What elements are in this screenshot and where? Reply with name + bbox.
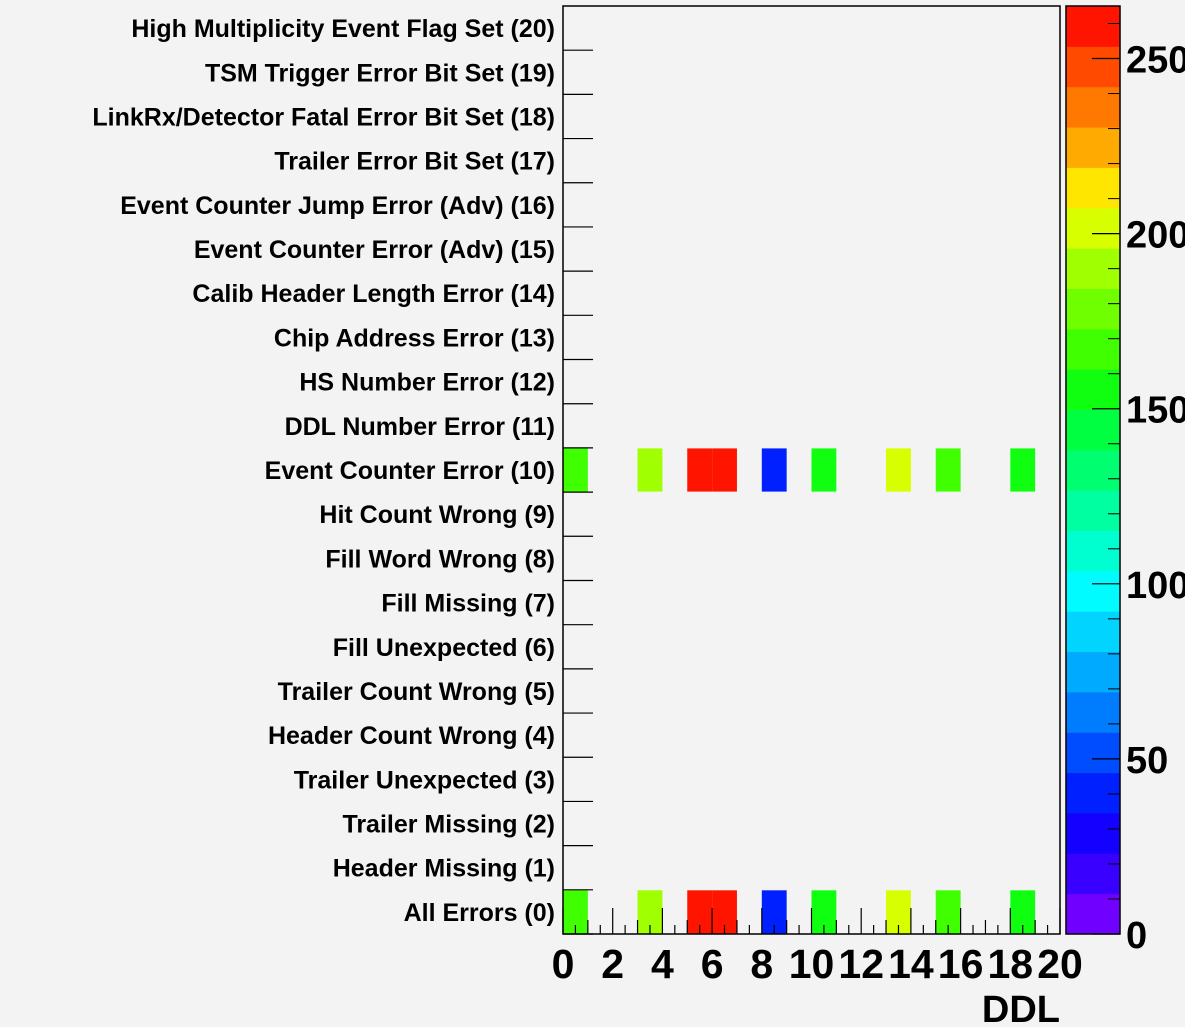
y-category-labels: All Errors (0) Header Missing (1) Trailer … <box>92 15 555 927</box>
colorbar-segment <box>1066 87 1120 128</box>
heatmap-cell <box>936 448 961 491</box>
colorbar-segment <box>1066 611 1120 652</box>
x-tick-label: 0 <box>552 941 575 987</box>
y-category-label: Trailer Unexpected (3) <box>294 766 555 794</box>
x-tick-label: 12 <box>838 941 884 987</box>
colorbar-segment <box>1066 773 1120 814</box>
colorbar-segment <box>1066 6 1120 47</box>
y-category-label: Fill Missing (7) <box>381 590 555 618</box>
y-category-label: DDL Number Error (11) <box>285 413 555 441</box>
colorbar-segment <box>1066 329 1120 370</box>
colorbar-tick-label: 0 <box>1126 915 1147 957</box>
colorbar-segment <box>1066 167 1120 208</box>
colorbar-segment <box>1066 369 1120 410</box>
colorbar-tick-label: 200 <box>1126 215 1185 257</box>
heatmap-cell <box>687 448 712 491</box>
y-category-label: Trailer Error Bit Set (17) <box>274 148 555 176</box>
y-category-label: Header Missing (1) <box>333 855 555 883</box>
colorbar-segment <box>1066 531 1120 572</box>
heatmap-cell <box>1010 448 1035 491</box>
colorbar-palette <box>1066 6 1120 935</box>
colorbar-segment <box>1066 288 1120 329</box>
y-category-label: HS Number Error (12) <box>299 369 555 397</box>
colorbar-tick-label: 250 <box>1126 40 1185 82</box>
heatmap-cells <box>563 448 1035 933</box>
colorbar-segment <box>1066 894 1120 935</box>
heatmap-cell <box>712 448 737 491</box>
colorbar-tick-label: 50 <box>1126 740 1168 782</box>
colorbar-tick-label: 100 <box>1126 565 1185 607</box>
x-tick-label: 2 <box>601 941 624 987</box>
x-tick-label: 16 <box>938 941 984 987</box>
x-tick-label: 4 <box>651 941 674 987</box>
x-tick-label: 20 <box>1037 941 1083 987</box>
colorbar-segment <box>1066 208 1120 249</box>
colorbar-segment <box>1066 450 1120 491</box>
y-category-label: Fill Unexpected (6) <box>333 634 555 662</box>
y-category-label: Hit Count Wrong (9) <box>319 501 555 529</box>
y-category-label: TSM Trigger Error Bit Set (19) <box>205 59 555 87</box>
heatmap-cell <box>638 448 663 491</box>
y-category-label: Header Count Wrong (4) <box>268 722 555 750</box>
x-tick-label: 14 <box>888 941 934 987</box>
colorbar-tick-labels: 0 50 100 150 200 250 <box>1126 40 1185 957</box>
heatmap-cell <box>812 448 837 491</box>
heatmap-cell <box>563 448 588 491</box>
y-category-label: Event Counter Jump Error (Adv) (16) <box>120 192 555 220</box>
y-tick-marks <box>563 50 593 934</box>
x-tick-label: 8 <box>750 941 773 987</box>
y-category-label: Trailer Missing (2) <box>342 811 555 839</box>
y-category-label: High Multiplicity Event Flag Set (20) <box>131 15 555 43</box>
heatmap-cell <box>762 448 787 491</box>
colorbar-segment <box>1066 571 1120 612</box>
x-tick-label: 6 <box>701 941 724 987</box>
colorbar-segment <box>1066 692 1120 733</box>
colorbar-segment <box>1066 46 1120 87</box>
y-category-label: Event Counter Error (10) <box>265 457 555 485</box>
colorbar-segment <box>1066 732 1120 773</box>
y-category-label: Event Counter Error (Adv) (15) <box>194 236 555 264</box>
y-category-label: All Errors (0) <box>404 899 555 927</box>
y-category-label: Chip Address Error (13) <box>274 324 555 352</box>
colorbar-segment <box>1066 853 1120 894</box>
y-category-label: Trailer Count Wrong (5) <box>278 678 555 706</box>
y-category-label: Calib Header Length Error (14) <box>192 280 555 308</box>
colorbar-segment <box>1066 127 1120 168</box>
colorbar-segment <box>1066 652 1120 693</box>
y-category-label: Fill Word Wrong (8) <box>325 545 555 573</box>
y-category-label: LinkRx/Detector Fatal Error Bit Set (18) <box>92 103 555 131</box>
x-tick-label: 10 <box>789 941 835 987</box>
colorbar-tick-label: 150 <box>1126 390 1185 432</box>
colorbar-segment <box>1066 490 1120 531</box>
heatmap-cell <box>886 448 911 491</box>
x-tick-labels: 0 2 4 6 8 10 12 14 16 18 20 <box>552 941 1083 987</box>
colorbar-segment <box>1066 813 1120 854</box>
x-axis-title: DDL <box>982 989 1060 1027</box>
x-tick-label: 18 <box>987 941 1033 987</box>
